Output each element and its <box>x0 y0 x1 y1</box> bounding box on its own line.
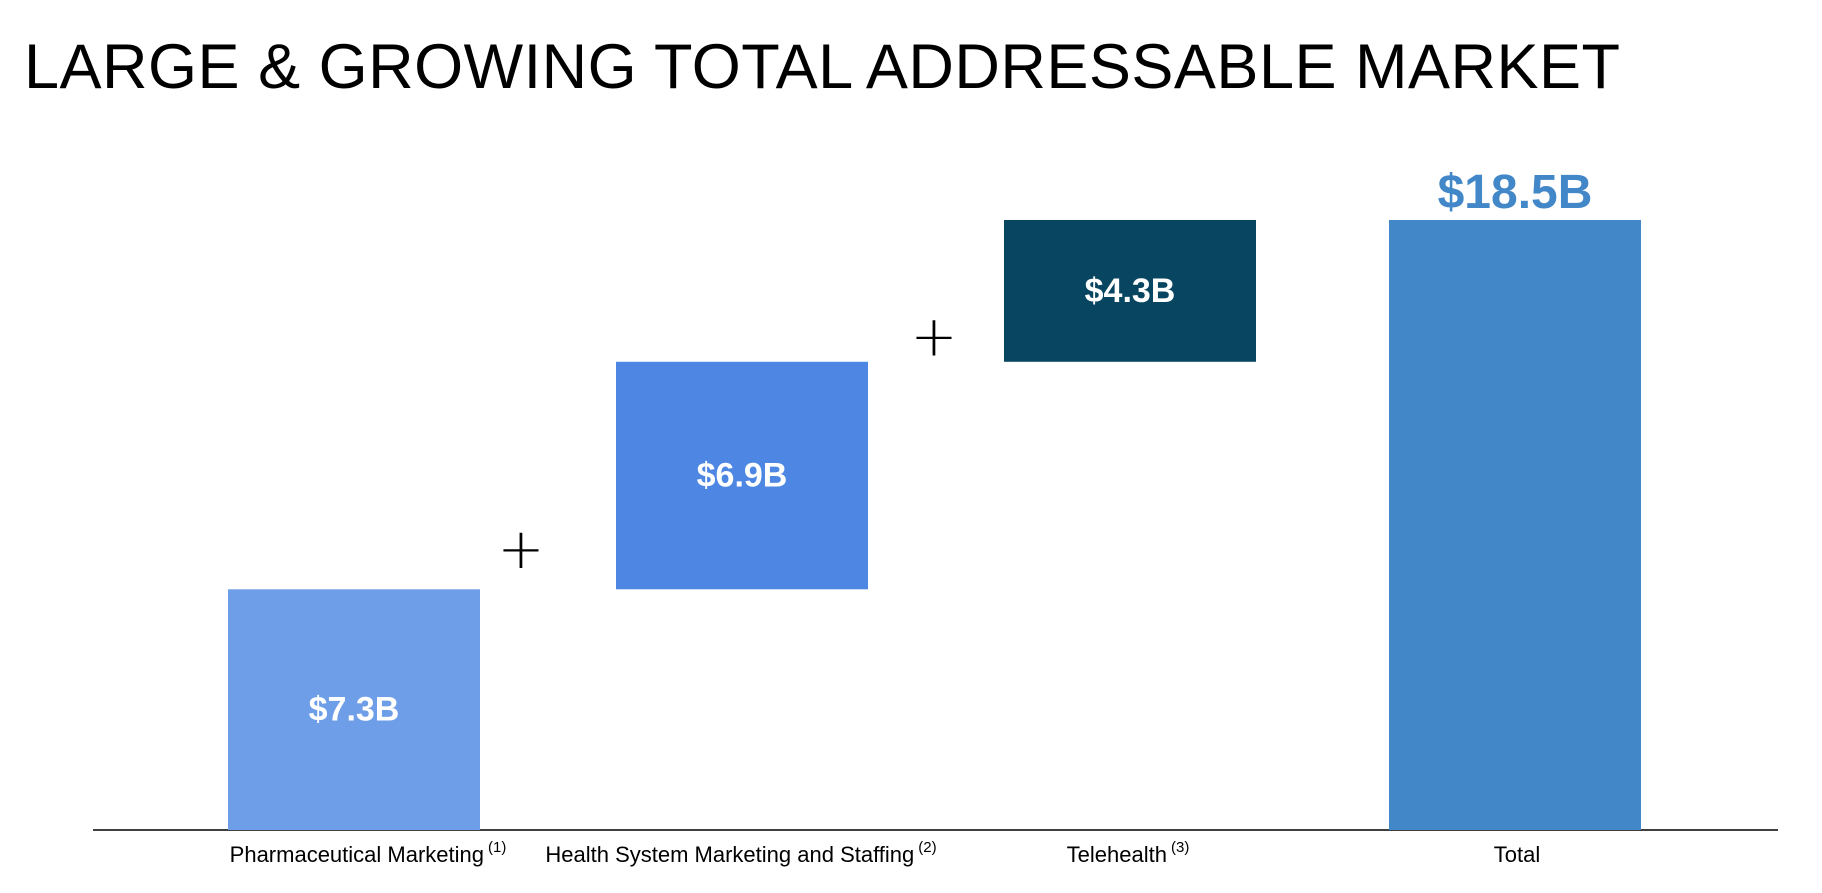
category-label-3: Telehealth (3) <box>1067 839 1190 867</box>
category-name: Pharmaceutical Marketing <box>230 842 484 867</box>
category-label-4: Total <box>1494 842 1540 867</box>
bar-value-label-1: $7.3B <box>309 691 400 729</box>
bar-1 <box>228 589 480 830</box>
bar-3 <box>1004 220 1256 362</box>
category-footnote: (1) <box>488 839 506 856</box>
category-name: Telehealth <box>1067 842 1167 867</box>
bar-4 <box>1389 220 1641 830</box>
slide-title: LARGE & GROWING TOTAL ADDRESSABLE MARKET <box>24 32 1621 102</box>
bar-value-label-3: $4.3B <box>1085 272 1176 310</box>
plus-operator-1: + <box>498 517 545 582</box>
category-label-1: Pharmaceutical Marketing (1) <box>230 839 507 867</box>
category-footnote: (2) <box>918 839 936 856</box>
category-name: Total <box>1494 842 1540 867</box>
bar-value-label-2: $6.9B <box>697 457 788 495</box>
category-label-2: Health System Marketing and Staffing (2) <box>545 839 936 867</box>
plus-operator-2: + <box>911 304 958 369</box>
category-name: Health System Marketing and Staffing <box>545 842 914 867</box>
bar-2 <box>616 361 868 590</box>
category-footnote: (3) <box>1171 839 1189 856</box>
total-value-label: $18.5B <box>1438 166 1593 219</box>
